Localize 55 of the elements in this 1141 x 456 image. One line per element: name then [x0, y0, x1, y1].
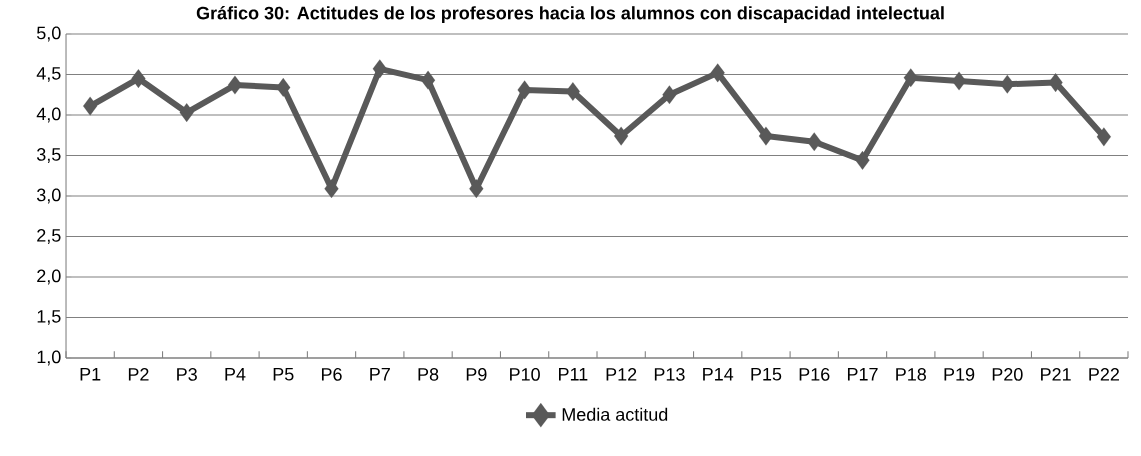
point — [1096, 127, 1111, 147]
x-tick-label: P6 — [321, 368, 342, 381]
y-tick-label: 5,0 — [36, 26, 61, 42]
x-tick-label: P16 — [799, 368, 830, 381]
point — [179, 103, 194, 122]
x-tick-label: P14 — [703, 368, 734, 381]
point — [324, 179, 339, 199]
x-tick-label: P2 — [128, 368, 149, 381]
y-tick-label: 1,0 — [37, 350, 61, 366]
point — [855, 150, 870, 170]
y-tick-label: 2,5 — [37, 229, 61, 244]
point — [276, 78, 291, 97]
point — [565, 82, 580, 101]
x-tick-label: P18 — [896, 368, 926, 381]
point — [903, 68, 918, 88]
point — [1000, 74, 1015, 94]
point — [710, 63, 725, 83]
y-tick-label: 4,0 — [36, 107, 61, 123]
x-tick-label: P15 — [751, 368, 782, 381]
point — [614, 126, 629, 146]
legend-label: Media actitud — [562, 407, 668, 421]
x-tick-label: P9 — [466, 368, 487, 381]
x-tick-label: P19 — [944, 368, 975, 381]
x-tick-label: P21 — [1041, 368, 1071, 381]
y-tick-label: 2,0 — [37, 269, 61, 285]
point — [372, 59, 387, 79]
x-tick-label: P8 — [418, 368, 439, 381]
x-tick-label: P12 — [606, 368, 637, 381]
y-tick-label: 1,5 — [37, 310, 61, 325]
point — [1048, 73, 1063, 92]
y-tick-label: 3,0 — [36, 188, 61, 204]
y-tick-label: 3,5 — [36, 148, 61, 163]
x-tick-label: P13 — [654, 368, 685, 381]
x-tick-label: P1 — [80, 368, 101, 381]
x-tick-label: P17 — [847, 368, 878, 381]
point — [662, 85, 677, 105]
point — [951, 71, 967, 91]
x-tick-label: P20 — [992, 368, 1023, 381]
x-tick-label: P4 — [225, 368, 246, 381]
point — [420, 70, 436, 90]
y-tick-label: 4,5 — [36, 67, 61, 82]
point — [469, 179, 484, 199]
point — [131, 69, 146, 88]
x-tick-label: P22 — [1089, 368, 1119, 381]
point — [807, 132, 822, 152]
point — [517, 80, 532, 100]
x-tick-label: P11 — [559, 368, 588, 381]
x-tick-label: P5 — [273, 368, 294, 381]
x-tick-label: P7 — [370, 368, 390, 381]
point — [83, 96, 98, 116]
point — [758, 126, 774, 146]
x-tick-label: P3 — [177, 368, 197, 381]
x-tick-label: P10 — [510, 368, 540, 381]
point — [227, 75, 243, 95]
chart-title: Gráfico 30: Actitudes de los profesores hacia los alumnos con discapacidad intelectual — [196, 6, 944, 23]
